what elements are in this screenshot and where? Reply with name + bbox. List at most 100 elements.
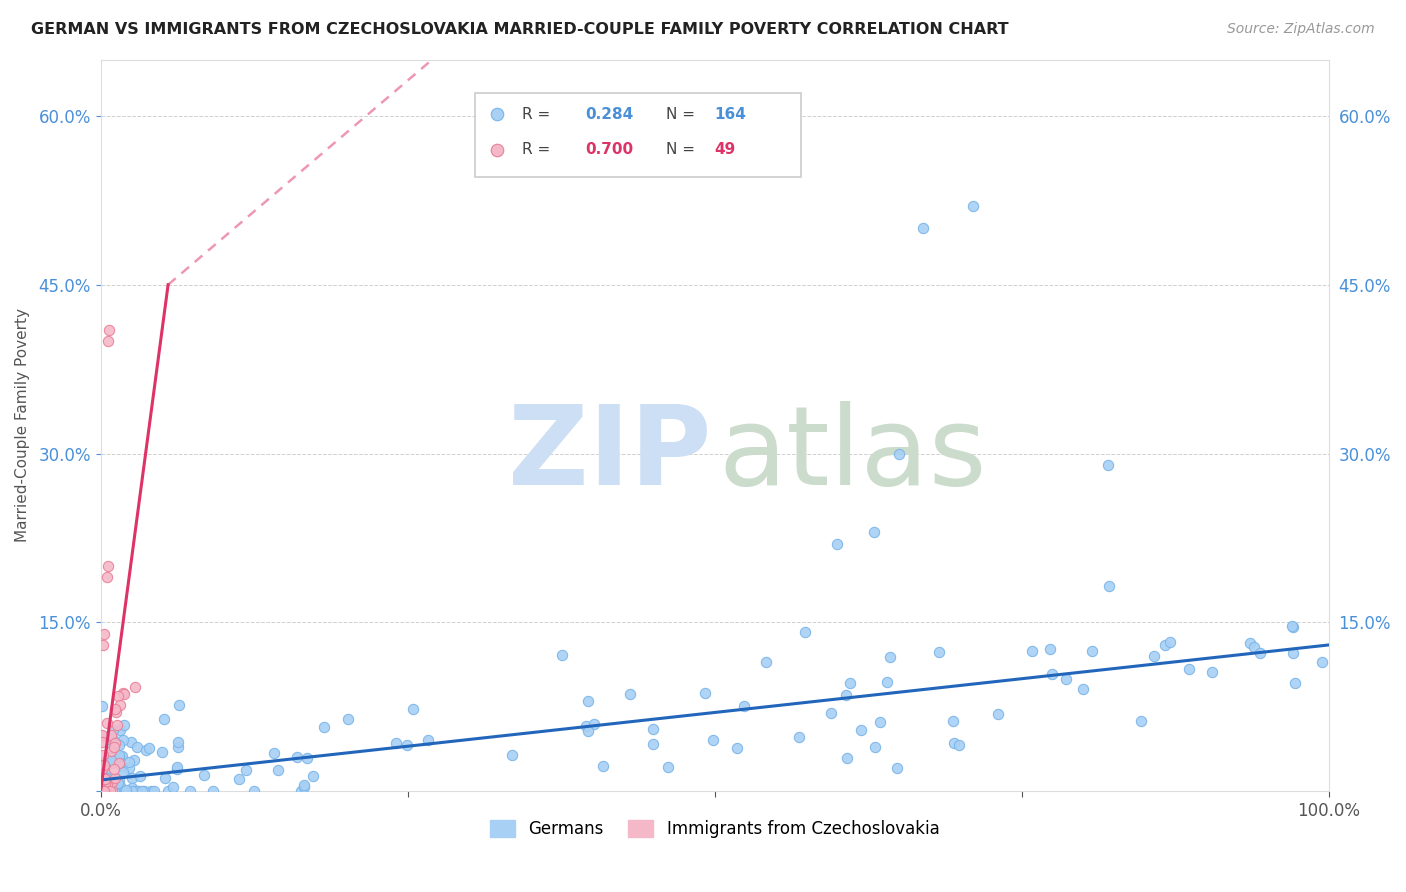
Point	[125, 784, 148, 798]
Point	[103, 784, 125, 798]
Point	[820, 706, 842, 721]
Point	[97, 756, 120, 771]
Point	[96, 778, 118, 792]
Point	[879, 649, 901, 664]
Point	[1098, 579, 1121, 593]
Point	[91, 784, 114, 798]
Point	[96, 784, 118, 798]
Point	[90, 784, 112, 798]
Point	[576, 724, 599, 739]
Point	[134, 784, 156, 798]
Point	[1310, 655, 1333, 669]
Point	[94, 772, 117, 786]
Point	[290, 784, 312, 798]
Point	[107, 749, 129, 764]
Point	[104, 702, 127, 716]
Point	[93, 756, 115, 770]
Point	[131, 784, 153, 798]
Point	[94, 772, 117, 787]
Point	[98, 729, 121, 743]
Point	[105, 784, 128, 798]
Point	[948, 739, 970, 753]
Point	[301, 768, 323, 782]
Point	[121, 784, 143, 798]
Point	[104, 773, 127, 788]
Point	[1129, 714, 1152, 729]
Point	[91, 769, 114, 783]
Point	[886, 761, 908, 775]
Point	[104, 736, 127, 750]
Point	[110, 723, 132, 738]
Point	[108, 738, 131, 752]
Point	[928, 645, 950, 659]
Point	[100, 753, 122, 767]
Point	[167, 740, 190, 755]
Point	[1282, 646, 1305, 660]
Point	[93, 773, 115, 788]
Point	[1249, 646, 1271, 660]
Point	[138, 741, 160, 756]
Point	[107, 776, 129, 790]
Point	[96, 715, 118, 730]
Point	[122, 752, 145, 766]
Point	[337, 712, 360, 726]
Text: 164: 164	[714, 107, 747, 122]
Point	[100, 756, 122, 770]
Point	[93, 784, 115, 798]
Point	[93, 784, 115, 798]
Point	[100, 740, 122, 755]
Point	[125, 784, 148, 798]
Point	[702, 732, 724, 747]
Point	[153, 771, 176, 785]
Point	[263, 747, 285, 761]
Point	[104, 771, 127, 785]
Point	[121, 771, 143, 785]
Point	[90, 784, 112, 798]
Point	[166, 762, 188, 776]
Point	[167, 735, 190, 749]
Point	[395, 738, 418, 752]
Point	[576, 694, 599, 708]
Point	[101, 732, 124, 747]
Point	[94, 784, 117, 798]
Point	[90, 735, 112, 749]
Point	[153, 712, 176, 726]
Point	[98, 784, 121, 798]
Point	[643, 737, 665, 751]
Point	[551, 648, 574, 662]
Point	[657, 760, 679, 774]
Point	[91, 756, 114, 770]
Point	[1284, 675, 1306, 690]
Point	[295, 751, 318, 765]
Point	[1054, 672, 1077, 686]
Point	[869, 714, 891, 729]
Point	[142, 784, 165, 798]
Point	[91, 760, 114, 774]
Point	[98, 784, 121, 798]
Point	[1281, 620, 1303, 634]
Point	[1243, 640, 1265, 655]
Point	[90, 783, 112, 797]
Text: R =: R =	[522, 142, 555, 157]
Point	[150, 745, 173, 759]
Point	[235, 763, 257, 777]
Point	[108, 747, 131, 762]
Point	[1281, 618, 1303, 632]
Point	[91, 784, 114, 798]
Point	[96, 570, 118, 584]
Point	[101, 723, 124, 738]
Point	[96, 780, 118, 795]
Text: N =: N =	[665, 107, 699, 122]
Point	[114, 784, 136, 798]
Point	[94, 784, 117, 798]
Point	[94, 764, 117, 779]
Point	[100, 780, 122, 795]
Point	[111, 748, 134, 763]
Point	[111, 686, 134, 700]
Text: 49: 49	[714, 142, 735, 157]
Point	[794, 624, 817, 639]
Point	[912, 221, 935, 235]
Point	[90, 784, 112, 798]
Point	[93, 772, 115, 786]
Text: 0.284: 0.284	[586, 107, 634, 122]
